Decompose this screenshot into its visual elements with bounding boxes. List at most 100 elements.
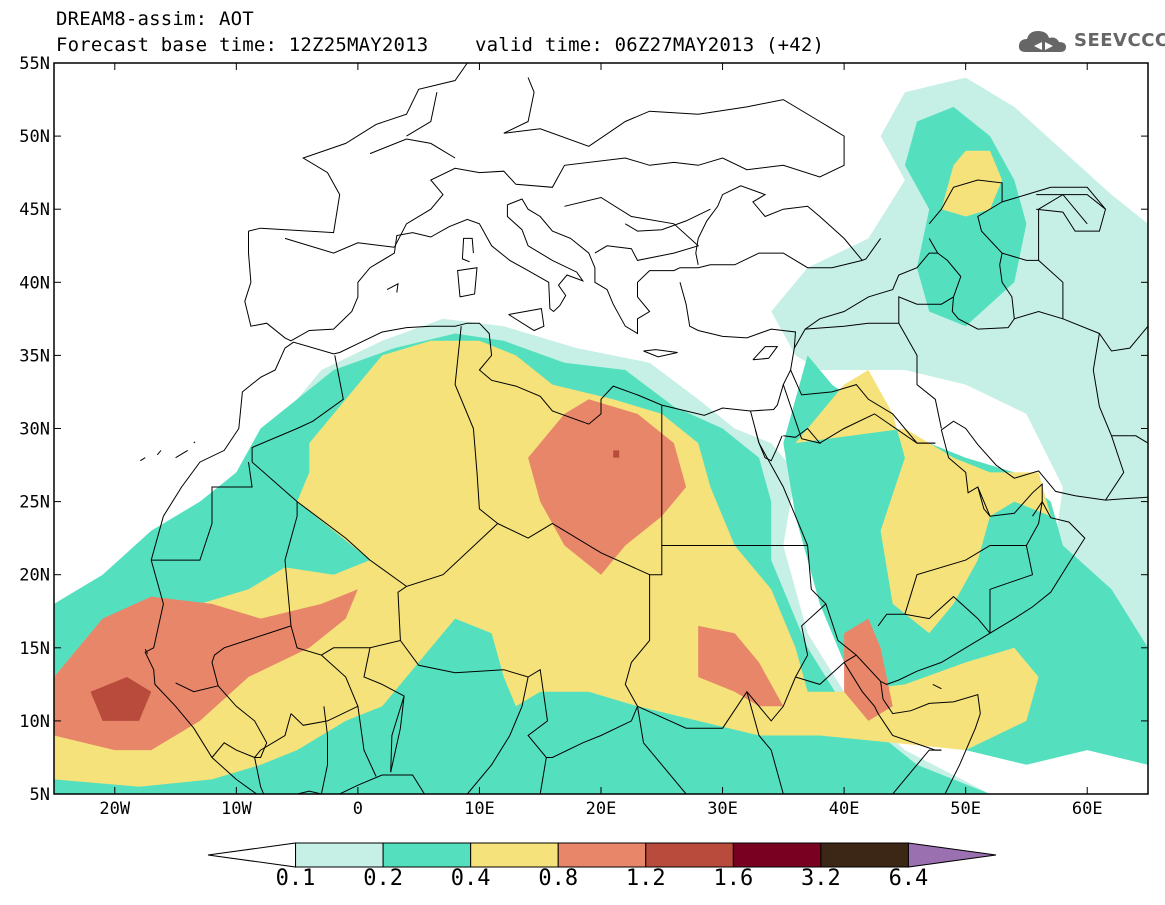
boundary-line: [320, 706, 328, 794]
boundary-line: [193, 441, 196, 444]
x-tick-label: 50E: [950, 799, 981, 819]
boundary-line: [637, 603, 827, 729]
boundary-line: [175, 449, 188, 459]
boundary-line: [217, 685, 268, 758]
colorbar-swatch: [820, 842, 909, 868]
boundary-line: [750, 410, 1148, 685]
x-tick-label: 60E: [1072, 799, 1103, 819]
boundary-line: [497, 522, 651, 743]
boundary-line: [1111, 435, 1148, 444]
boundary-line: [211, 742, 255, 758]
aot-region-0.4: [795, 370, 1051, 634]
boundary-line: [752, 346, 779, 361]
x-tick-label: 10W: [221, 799, 252, 819]
y-tick-label: 15N: [19, 639, 50, 659]
y-tick-label: 10N: [19, 712, 50, 732]
boundary-line: [140, 457, 146, 462]
aot-region-0.4: [54, 340, 1039, 787]
boundary-line: [782, 384, 822, 444]
colorbar-label: 0.1: [275, 866, 316, 891]
boundary-line: [1001, 186, 1106, 210]
boundary-line: [795, 654, 857, 685]
seevccc-logo: SEEVCCC: [1016, 26, 1165, 56]
boundary-line: [248, 63, 468, 234]
x-tick-label: 0: [353, 799, 363, 819]
boundary-line: [466, 676, 529, 794]
boundary-line: [399, 640, 638, 758]
y-tick-label: 40N: [19, 273, 50, 293]
boundary-line: [244, 198, 681, 342]
coastlines-borders: [140, 63, 1148, 794]
colorbar-label: 6.4: [888, 866, 929, 891]
colorbar-swatch: [557, 842, 647, 868]
boundary-line: [357, 706, 377, 777]
y-axis-tick-labels: 55N 50N 45N 40N 35N 30N 25N 20N 15N 10N 5N: [19, 54, 50, 805]
boundary-line: [144, 282, 797, 794]
boundary-line: [386, 282, 399, 293]
boundary-line: [932, 683, 942, 690]
boundary-line: [1014, 310, 1125, 501]
boundary-line: [661, 405, 808, 546]
boundary-line: [790, 369, 936, 444]
y-tick-label: 25N: [19, 493, 50, 513]
colorbar-arrow-high: [907, 842, 997, 868]
boundary-line: [843, 662, 879, 714]
y-tick-label: 20N: [19, 566, 50, 586]
logo-text: SEEVCCC: [1074, 30, 1165, 51]
boundary-line: [804, 252, 938, 330]
boundary-line: [649, 545, 663, 576]
aot-region-0.8: [844, 618, 893, 721]
boundary-line: [393, 77, 845, 248]
boundary-line: [877, 595, 991, 634]
y-tick-label: 35N: [19, 346, 50, 366]
boundary-line: [369, 138, 456, 159]
x-tick-label: 40E: [829, 799, 860, 819]
x-tick-label: 10E: [464, 799, 495, 819]
aot-region-1.2: [613, 450, 620, 458]
colorbar-swatch: [732, 842, 822, 868]
boundary-line: [390, 695, 405, 773]
boundary-line: [284, 237, 395, 254]
cloud-logo-icon: [1018, 31, 1066, 52]
y-tick-label: 50N: [19, 127, 50, 147]
boundary-line: [156, 450, 162, 456]
colorbar-label: 3.2: [801, 866, 841, 891]
boundary-line: [754, 429, 783, 462]
colorbar-label: 0.2: [363, 866, 403, 891]
boundary-line: [746, 691, 784, 794]
boundary-line: [144, 649, 149, 654]
boundary-line: [406, 92, 438, 137]
boundary-line: [1036, 194, 1107, 232]
axis-ticks: [54, 62, 1148, 795]
aot-region-0.8: [528, 399, 687, 575]
boundary-line: [904, 545, 1034, 634]
boundary-line: [295, 774, 426, 794]
boundary-line: [1001, 252, 1039, 261]
colorbar-label: 0.4: [450, 866, 491, 891]
boundary-line: [1025, 501, 1043, 546]
colorbar-label: 0.8: [538, 866, 579, 891]
boundary-line: [296, 501, 407, 587]
y-tick-label: 30N: [19, 420, 50, 440]
boundary-line: [454, 326, 499, 524]
boundary-line: [928, 179, 1015, 330]
boundary-line: [880, 681, 981, 794]
map-title: DREAM8-assim: AOT: [56, 8, 254, 30]
boundary-line: [251, 355, 344, 463]
colorbar-swatch: [295, 842, 384, 868]
x-axis-tick-labels: 20W 10W 0 10E 20E 30E 40E 50E 60E: [99, 799, 1102, 819]
aot-contour-fills: [54, 77, 1148, 794]
boundary-line: [977, 486, 991, 517]
colorbar-label: 1.2: [625, 866, 666, 891]
boundary-line: [819, 413, 936, 444]
colorbar-swatch: [470, 842, 559, 868]
boundary-line: [643, 742, 687, 794]
colorbar-label: 1.6: [713, 866, 754, 891]
y-tick-label: 5N: [30, 785, 50, 805]
boundary-line: [1038, 193, 1088, 319]
x-tick-label: 20E: [586, 799, 617, 819]
aot-region-0.8: [698, 625, 784, 707]
boundary-line: [877, 713, 942, 751]
aot-region-0.2: [904, 106, 1027, 327]
boundary-line: [898, 296, 954, 324]
